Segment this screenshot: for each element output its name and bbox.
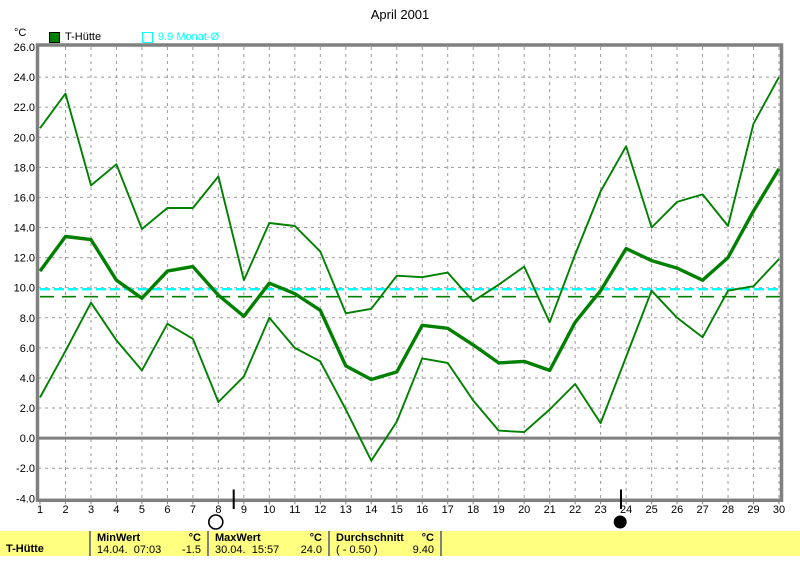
avg-unit: °C [421,532,434,544]
y-tick-label: 0.0 [20,433,35,445]
y-tick-label: 14.0 [14,223,35,235]
full-moon-marker-icon [208,514,224,530]
new-moon-marker-icon [613,515,627,529]
min-temperature-line [39,258,780,462]
min-value: -1.5 [182,544,201,556]
max-unit: °C [309,532,322,544]
y-tick-label: 4.0 [20,373,35,385]
max-value: 24.0 [300,544,322,556]
avg-deviation: ( - 0.50 ) [336,544,378,556]
avg-header: Durchschnitt [336,532,404,544]
status-col-durchschnitt: Durchschnitt °C ( - 0.50 ) 9.40 [328,531,440,556]
series-color-swatch-icon [49,31,60,43]
max-header: MaxWert [215,532,261,544]
y-tick-label: 26.0 [14,42,35,54]
x-tick-label: 8 [215,504,221,516]
min-datetime: 14.04. 07:03 [97,544,162,556]
y-tick-label: 24.0 [14,72,35,84]
x-tick-label: 3 [88,504,94,516]
x-tick-label: 30 [773,504,785,516]
x-tick-label: 22 [569,504,581,516]
y-tick-label: 10.0 [14,283,35,295]
y-tick-label: 16.0 [14,192,35,204]
x-tick-label: 28 [722,504,734,516]
x-tick-label: 24 [620,504,632,516]
x-tick-label: 19 [493,504,505,516]
x-tick-label: 18 [467,504,479,516]
x-tick-label: 14 [365,504,377,516]
y-axis-unit-label: °C [14,27,27,39]
status-col-empty [440,531,800,556]
x-tick-label: 12 [314,504,326,516]
x-tick-label: 26 [671,504,683,516]
status-col-maxwert: MaxWert °C 30.04. 15:57 24.0 [207,531,328,556]
x-tick-label: 5 [139,504,145,516]
average-swatch-icon [142,31,153,43]
x-tick-label: 6 [164,504,170,516]
x-tick-label: 9 [241,504,247,516]
x-tick-label: 13 [340,504,352,516]
y-tick-label: 8.0 [20,313,35,325]
sensor-name: T-Hütte [6,543,44,555]
min-unit: °C [188,532,201,544]
plot-frame [35,43,784,503]
y-tick-label: 20.0 [14,132,35,144]
status-bar: T-Hütte MinWert °C 14.04. 07:03 -1.5 Max… [0,531,800,556]
x-tick-label: 11 [289,504,300,516]
max-temperature-line [39,76,780,324]
legend-item-t-huette[interactable]: T-Hütte [49,31,101,43]
x-tick-label: 20 [518,504,530,516]
status-col-minwert: MinWert °C 14.04. 07:03 -1.5 [89,531,207,556]
page-title: April 2001 [370,7,430,22]
avg-value: 9.40 [412,544,434,556]
x-tick-label: 4 [113,504,119,516]
x-tick-label: 25 [645,504,657,516]
y-tick-label: 6.0 [20,343,35,355]
y-tick-label: 18.0 [14,162,35,174]
max-datetime: 30.04. 15:57 [215,544,280,556]
temperature-chart: 26.024.022.020.018.016.014.012.010.08.06… [14,42,785,530]
legend-label: T-Hütte [65,31,102,43]
y-tick-label: 22.0 [14,102,35,114]
y-tick-label: 12.0 [14,253,35,265]
x-tick-label: 23 [594,504,606,516]
x-tick-label: 29 [747,504,759,516]
x-tick-label: 15 [391,504,403,516]
min-header: MinWert [97,532,141,544]
legend-item-monat-average[interactable]: 9.9 Monat-Ø [142,31,219,43]
x-tick-label: 16 [416,504,428,516]
x-tick-label: 2 [62,504,68,516]
status-col-sensor: T-Hütte [0,531,89,556]
x-tick-label: 17 [442,504,454,516]
y-tick-label: -2.0 [16,463,35,475]
y-tick-label: 2.0 [20,403,35,415]
x-tick-label: 1 [37,504,43,516]
x-tick-label: 7 [190,504,196,516]
legend-label: 9.9 Monat-Ø [158,31,220,43]
y-tick-label: -4.0 [16,493,35,505]
x-tick-label: 10 [263,504,275,516]
mean-temperature-line [38,168,781,382]
x-tick-label: 27 [696,504,708,516]
x-tick-label: 21 [544,504,556,516]
